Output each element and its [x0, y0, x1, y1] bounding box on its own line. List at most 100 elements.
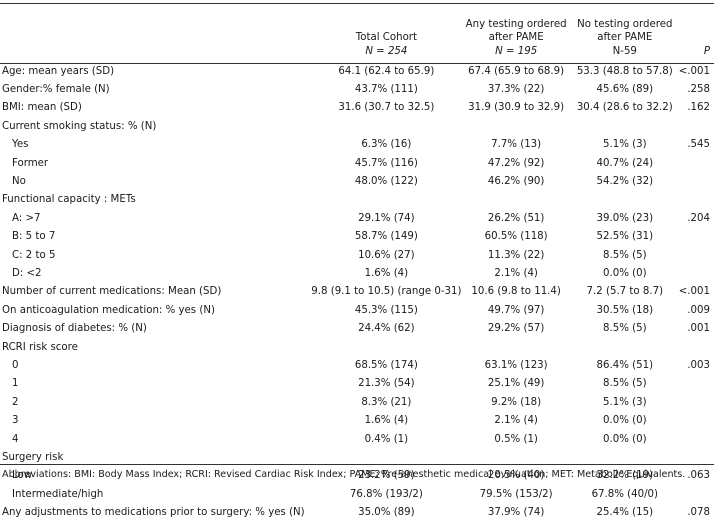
p-value-cell [679, 264, 714, 282]
total-cohort-cell: 68.5% (174) [354, 359, 418, 371]
p-value-cell [679, 338, 714, 356]
no-testing-cell: 39.0% (23) [596, 212, 654, 224]
no-testing-cell: 30.4 (28.6 to 32.2) [576, 102, 673, 114]
table-row: Any adjustments to medications prior to … [0, 503, 714, 521]
p-value-cell: .001 [687, 323, 710, 335]
any-testing-cell: 37.3% (22) [487, 84, 545, 96]
header-no-n: N-59 [612, 45, 637, 57]
p-value-cell: .003 [687, 359, 710, 371]
top-rule [0, 3, 714, 4]
no-testing-cell: 8.5% (5) [603, 378, 647, 390]
total-cohort-cell: 23.2% (59) [358, 470, 415, 482]
row-label: Gender:% female (N) [2, 84, 110, 96]
p-value-cell: .162 [687, 102, 710, 114]
p-value-cell [679, 154, 714, 172]
any-testing-cell: 63.1% (123) [484, 359, 548, 371]
any-testing-cell: 0.5% (1) [494, 433, 538, 445]
row-label: Yes [12, 139, 29, 151]
row-label: Low [12, 470, 33, 482]
table-row: Former 45.7% (116) 47.2% (92) 40.7% (24) [0, 154, 714, 172]
header-any-n: N = 195 [495, 45, 538, 57]
table-row: On anticoagulation medication: % yes (N)… [0, 301, 714, 319]
p-value-cell [679, 117, 714, 135]
row-label: 2 [12, 396, 19, 408]
p-value-cell: .258 [687, 84, 710, 96]
p-value-cell [679, 375, 714, 393]
no-testing-cell [571, 117, 679, 135]
no-testing-cell: 0.0% (0) [603, 433, 647, 445]
row-label: Diagnosis of diabetes: % (N) [2, 323, 147, 335]
total-cohort-cell: 9.8 (9.1 to 10.5) (range 0-31) [311, 286, 462, 298]
row-label: Functional capacity : METs [2, 194, 136, 206]
footnote: Abbreviations: BMI: Body Mass Index; RCR… [2, 469, 686, 480]
header-any-line2: after PAME [488, 32, 544, 43]
row-label: Surgery risk [2, 451, 64, 463]
row-label: 0 [12, 359, 19, 371]
table-row: Current smoking status: % (N) [0, 117, 714, 135]
total-cohort-cell: 43.7% (111) [354, 84, 418, 96]
header-no-line2: after PAME [597, 32, 653, 43]
p-value-cell: .078 [687, 507, 710, 519]
no-testing-cell: 30.5% (18) [596, 304, 654, 316]
table-row: RCRI risk score [0, 338, 714, 356]
row-label: Number of current medications: Mean (SD) [2, 286, 222, 298]
total-cohort-cell: 76.8% (193/2) [349, 488, 423, 500]
table-row: 3 1.6% (4) 2.1% (4) 0.0% (0) [0, 411, 714, 429]
any-testing-cell: 20.5% (40) [487, 470, 545, 482]
no-testing-cell: 0.0% (0) [603, 415, 647, 427]
no-testing-cell: 54.2% (32) [596, 176, 654, 188]
no-testing-cell: 5.1% (3) [603, 139, 647, 151]
table-row: Functional capacity : METs [0, 191, 714, 209]
row-label: C: 2 to 5 [12, 249, 56, 261]
total-cohort-cell: 8.3% (21) [361, 396, 412, 408]
header-p-value: P [703, 45, 710, 57]
no-testing-cell: 8.5% (5) [603, 323, 647, 335]
table-row: 0 68.5% (174) 63.1% (123) 86.4% (51) .003 [0, 356, 714, 374]
total-cohort-cell: 64.1 (62.4 to 65.9) [338, 65, 435, 77]
p-value-cell [679, 411, 714, 429]
table-row: No 48.0% (122) 46.2% (90) 54.2% (32) [0, 172, 714, 190]
no-testing-cell: 40.7% (24) [596, 157, 654, 169]
p-value-cell [679, 485, 714, 503]
total-cohort-cell [311, 448, 461, 466]
no-testing-cell [571, 448, 679, 466]
any-testing-cell: 79.5% (153/2) [479, 488, 553, 500]
total-cohort-cell [311, 338, 461, 356]
any-testing-cell: 9.2% (18) [491, 396, 542, 408]
table-row: Low 23.2% (59) 20.5% (40) 32.2% (19) .063 [0, 467, 714, 485]
table-body: Age: mean years (SD) 64.1 (62.4 to 65.9) 6… [0, 62, 714, 522]
no-testing-cell: 52.5% (31) [596, 231, 654, 243]
row-label: Any adjustments to medications prior to … [2, 507, 305, 519]
p-value-cell [679, 448, 714, 466]
header-no-line1: No testing ordered [577, 18, 673, 30]
total-cohort-cell: 10.6% (27) [358, 249, 415, 261]
row-label: D: <2 [12, 267, 42, 279]
any-testing-cell: 25.1% (49) [487, 378, 545, 390]
any-testing-cell: 2.1% (4) [494, 415, 538, 427]
table-row: Surgery risk [0, 448, 714, 466]
p-value-cell: .545 [687, 139, 710, 151]
any-testing-cell: 31.9 (30.9 to 32.9) [468, 102, 565, 114]
table-row: BMI: mean (SD) 31.6 (30.7 to 32.5) 31.9 (3… [0, 99, 714, 117]
row-label: Former [12, 157, 49, 169]
any-testing-cell [461, 338, 570, 356]
total-cohort-cell: 21.3% (54) [358, 378, 415, 390]
any-testing-cell [461, 448, 570, 466]
no-testing-cell: 8.5% (5) [603, 249, 647, 261]
table-row: 1 21.3% (54) 25.1% (49) 8.5% (5) [0, 375, 714, 393]
p-value-cell: .009 [687, 304, 710, 316]
total-cohort-cell: 24.4% (62) [358, 323, 415, 335]
row-label: RCRI risk score [2, 341, 78, 353]
no-testing-cell: 5.1% (3) [603, 396, 647, 408]
total-cohort-cell: 45.3% (115) [354, 304, 418, 316]
row-label: Current smoking status: % (N) [2, 120, 157, 132]
table-row: B: 5 to 7 58.7% (149) 60.5% (118) 52.5% (31… [0, 228, 714, 246]
total-cohort-cell: 6.3% (16) [361, 139, 412, 151]
no-testing-cell [571, 191, 679, 209]
no-testing-cell: 67.8% (40/0) [591, 488, 659, 500]
header-total-n: N = 254 [365, 45, 408, 57]
any-testing-cell: 11.3% (22) [487, 249, 545, 261]
header-any-line1: Any testing ordered [465, 18, 567, 30]
no-testing-cell: 0.0% (0) [603, 267, 647, 279]
row-label: 1 [12, 378, 19, 390]
